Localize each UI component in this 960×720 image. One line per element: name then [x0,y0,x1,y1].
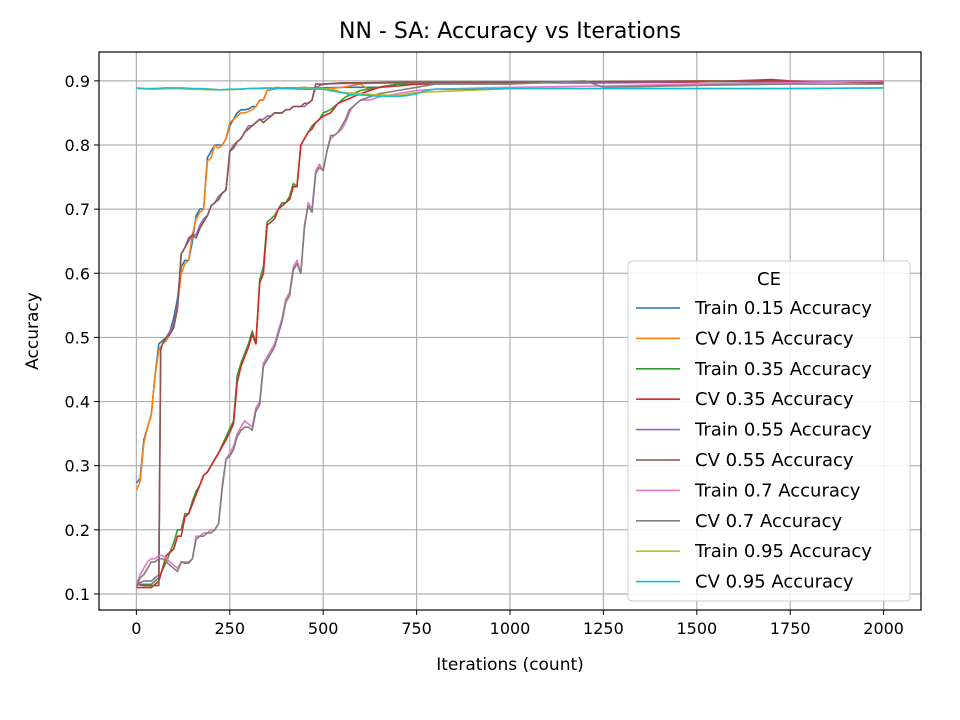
y-tick-label: 0.3 [65,457,90,476]
legend-label: CV 0.95 Accuracy [695,572,854,593]
y-tick-label: 0.4 [65,393,90,412]
legend-label: Train 0.35 Accuracy [694,359,872,380]
y-axis-label: Accuracy [23,292,43,370]
plot-series [135,78,884,589]
series-line-1 [135,80,884,491]
legend-title: CE [757,269,781,290]
chart-title: NN - SA: Accuracy vs Iterations [339,19,681,44]
y-axis: 0.1 0.2 0.3 0.4 0.5 0.6 0.7 0.8 0.9 [65,72,99,604]
y-tick-label: 0.8 [65,136,90,155]
x-tick-label: 1000 [490,619,531,638]
legend-label: CV 0.35 Accuracy [695,389,854,410]
x-tick-label: 500 [308,619,339,638]
legend-items: Train 0.15 Accuracy CV 0.15 Accuracy Train… [636,298,872,593]
legend-label: Train 0.15 Accuracy [694,298,872,319]
x-tick-label: 1500 [676,619,717,638]
x-tick-label: 0 [131,619,141,638]
y-tick-label: 0.1 [65,585,90,604]
y-tick-label: 0.6 [65,264,90,283]
x-axis-label: Iterations (count) [436,655,584,675]
legend-label: CV 0.55 Accuracy [695,450,854,471]
legend-label: CV 0.15 Accuracy [695,328,854,349]
series-line-9 [136,87,884,98]
y-tick-label: 0.9 [65,72,90,91]
legend-label: CV 0.7 Accuracy [695,511,842,532]
x-tick-label: 1250 [583,619,624,638]
legend-label: Train 0.55 Accuracy [694,420,872,441]
series-line-7 [135,80,884,588]
x-tick-label: 750 [401,619,432,638]
legend-label: Train 0.7 Accuracy [694,480,861,501]
y-tick-label: 0.5 [65,328,90,347]
y-tick-label: 0.7 [65,200,90,219]
legend-box [627,260,911,602]
x-axis: 0 250 500 750 1000 1250 1500 1750 2000 [131,610,904,638]
y-tick-label: 0.2 [65,521,90,540]
legend-label: Train 0.95 Accuracy [694,541,872,562]
x-tick-label: 1750 [770,619,811,638]
x-tick-label: 250 [214,619,245,638]
x-tick-label: 2000 [863,619,904,638]
